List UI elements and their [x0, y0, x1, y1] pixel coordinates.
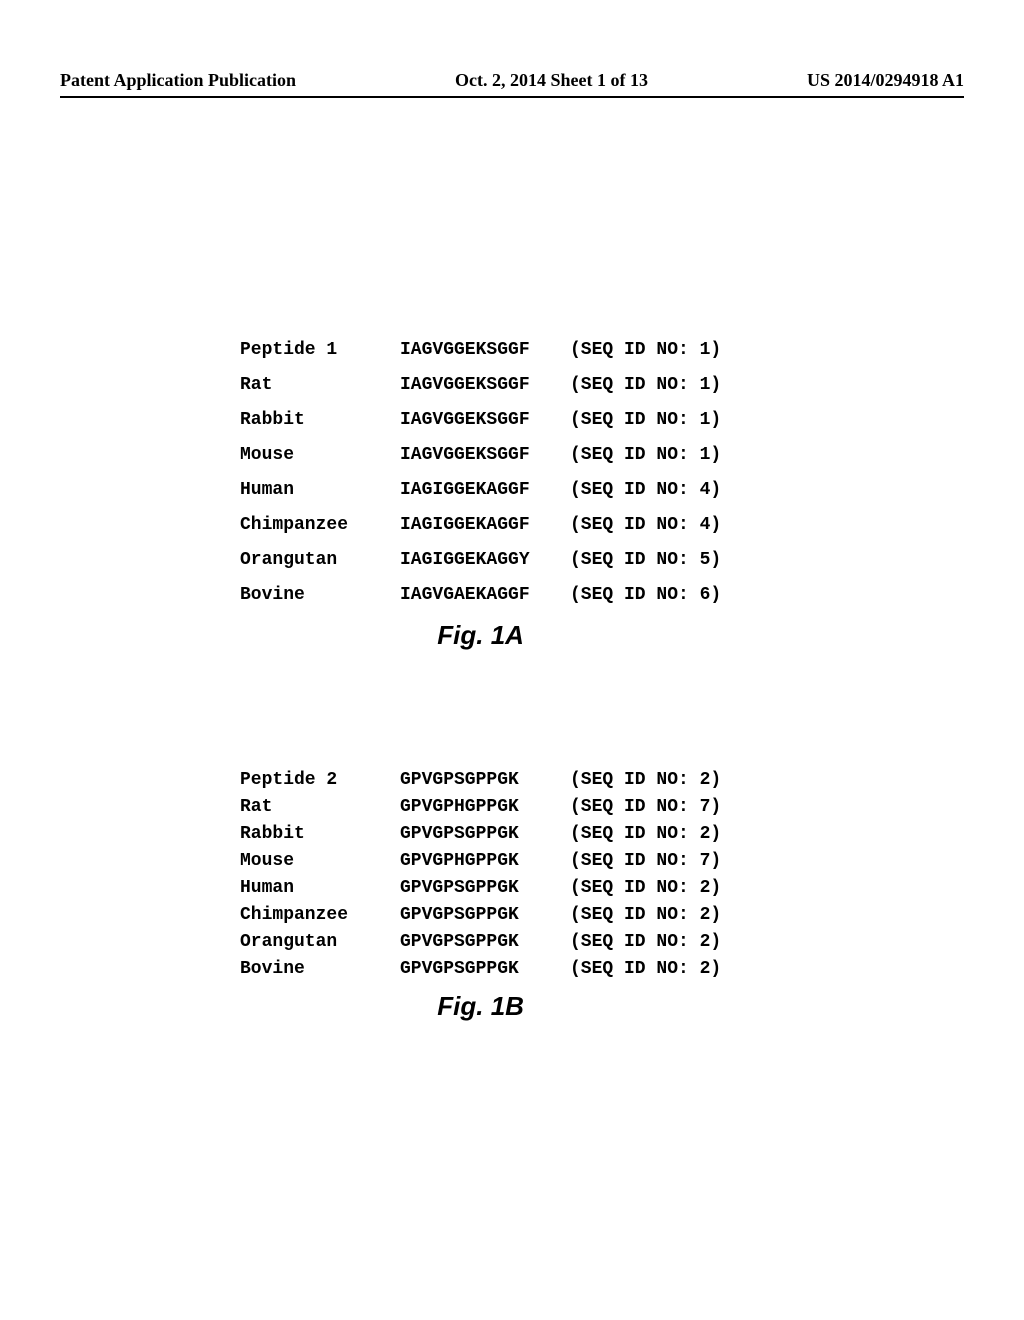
fig-b-seq-id: (SEQ ID NO: 2) [570, 770, 721, 790]
header-divider [60, 96, 964, 98]
fig-b-seq-id: (SEQ ID NO: 7) [570, 797, 721, 817]
fig-a-seq-id: (SEQ ID NO: 1) [570, 375, 721, 395]
fig-a-seq-id: (SEQ ID NO: 6) [570, 585, 721, 605]
fig-b-species-label: Mouse [240, 851, 400, 871]
fig-b-row: OrangutanGPVGPSGPPGK(SEQ ID NO: 2) [240, 932, 721, 952]
fig-a-species-label: Peptide 1 [240, 340, 400, 360]
fig-b-species-label: Bovine [240, 959, 400, 979]
fig-a-row: RabbitIAGVGGEKSGGF(SEQ ID NO: 1) [240, 410, 721, 430]
fig-b-sequence: GPVGPSGPPGK [400, 905, 570, 925]
fig-a-sequence: IAGVGGEKSGGF [400, 410, 570, 430]
fig-a-sequence: IAGVGGEKSGGF [400, 340, 570, 360]
fig-b-species-label: Rabbit [240, 824, 400, 844]
document-header: Patent Application Publication Oct. 2, 2… [0, 70, 1024, 98]
fig-a-seq-id: (SEQ ID NO: 1) [570, 410, 721, 430]
fig-a-species-label: Bovine [240, 585, 400, 605]
fig-b-sequence: GPVGPHGPPGK [400, 851, 570, 871]
fig-a-seq-id: (SEQ ID NO: 1) [570, 340, 721, 360]
figure-1a-label: Fig. 1A [240, 620, 721, 651]
figure-1b-label: Fig. 1B [240, 991, 721, 1022]
fig-a-seq-id: (SEQ ID NO: 4) [570, 480, 721, 500]
fig-b-seq-id: (SEQ ID NO: 2) [570, 932, 721, 952]
fig-a-species-label: Human [240, 480, 400, 500]
fig-b-sequence: GPVGPSGPPGK [400, 959, 570, 979]
fig-a-seq-id: (SEQ ID NO: 4) [570, 515, 721, 535]
fig-a-sequence: IAGIGGEKAGGY [400, 550, 570, 570]
fig-b-row: RatGPVGPHGPPGK(SEQ ID NO: 7) [240, 797, 721, 817]
header-left-text: Patent Application Publication [60, 70, 296, 91]
fig-a-row: RatIAGVGGEKSGGF(SEQ ID NO: 1) [240, 375, 721, 395]
fig-b-seq-id: (SEQ ID NO: 2) [570, 824, 721, 844]
fig-b-species-label: Human [240, 878, 400, 898]
fig-a-seq-id: (SEQ ID NO: 1) [570, 445, 721, 465]
fig-a-row: Peptide 1IAGVGGEKSGGF(SEQ ID NO: 1) [240, 340, 721, 360]
fig-a-row: ChimpanzeeIAGIGGEKAGGF(SEQ ID NO: 4) [240, 515, 721, 535]
fig-a-sequence: IAGVGGEKSGGF [400, 375, 570, 395]
fig-a-species-label: Rat [240, 375, 400, 395]
fig-a-row: BovineIAGVGAEKAGGF(SEQ ID NO: 6) [240, 585, 721, 605]
figure-1a-block: Peptide 1IAGVGGEKSGGF(SEQ ID NO: 1)RatIA… [240, 340, 721, 651]
fig-b-row: HumanGPVGPSGPPGK(SEQ ID NO: 2) [240, 878, 721, 898]
header-center-text: Oct. 2, 2014 Sheet 1 of 13 [455, 70, 648, 91]
fig-b-species-label: Peptide 2 [240, 770, 400, 790]
fig-b-row: RabbitGPVGPSGPPGK(SEQ ID NO: 2) [240, 824, 721, 844]
fig-b-row: ChimpanzeeGPVGPSGPPGK(SEQ ID NO: 2) [240, 905, 721, 925]
header-text-row: Patent Application Publication Oct. 2, 2… [60, 70, 964, 91]
fig-a-species-label: Mouse [240, 445, 400, 465]
fig-b-row: Peptide 2GPVGPSGPPGK(SEQ ID NO: 2) [240, 770, 721, 790]
figure-1b-block: Peptide 2GPVGPSGPPGK(SEQ ID NO: 2)RatGPV… [240, 770, 721, 1022]
header-right-text: US 2014/0294918 A1 [807, 70, 964, 91]
fig-b-species-label: Orangutan [240, 932, 400, 952]
fig-a-row: MouseIAGVGGEKSGGF(SEQ ID NO: 1) [240, 445, 721, 465]
fig-b-sequence: GPVGPHGPPGK [400, 797, 570, 817]
fig-b-seq-id: (SEQ ID NO: 2) [570, 959, 721, 979]
fig-a-species-label: Orangutan [240, 550, 400, 570]
fig-b-sequence: GPVGPSGPPGK [400, 824, 570, 844]
fig-a-sequence: IAGVGGEKSGGF [400, 445, 570, 465]
fig-a-row: HumanIAGIGGEKAGGF(SEQ ID NO: 4) [240, 480, 721, 500]
fig-a-sequence: IAGVGAEKAGGF [400, 585, 570, 605]
fig-b-sequence: GPVGPSGPPGK [400, 932, 570, 952]
fig-a-row: OrangutanIAGIGGEKAGGY(SEQ ID NO: 5) [240, 550, 721, 570]
fig-b-seq-id: (SEQ ID NO: 2) [570, 905, 721, 925]
fig-a-sequence: IAGIGGEKAGGF [400, 480, 570, 500]
fig-b-row: BovineGPVGPSGPPGK(SEQ ID NO: 2) [240, 959, 721, 979]
fig-a-species-label: Rabbit [240, 410, 400, 430]
fig-b-seq-id: (SEQ ID NO: 2) [570, 878, 721, 898]
fig-b-sequence: GPVGPSGPPGK [400, 878, 570, 898]
fig-a-seq-id: (SEQ ID NO: 5) [570, 550, 721, 570]
fig-a-sequence: IAGIGGEKAGGF [400, 515, 570, 535]
fig-b-species-label: Rat [240, 797, 400, 817]
fig-a-species-label: Chimpanzee [240, 515, 400, 535]
fig-b-row: MouseGPVGPHGPPGK(SEQ ID NO: 7) [240, 851, 721, 871]
fig-b-seq-id: (SEQ ID NO: 7) [570, 851, 721, 871]
fig-b-sequence: GPVGPSGPPGK [400, 770, 570, 790]
fig-b-species-label: Chimpanzee [240, 905, 400, 925]
